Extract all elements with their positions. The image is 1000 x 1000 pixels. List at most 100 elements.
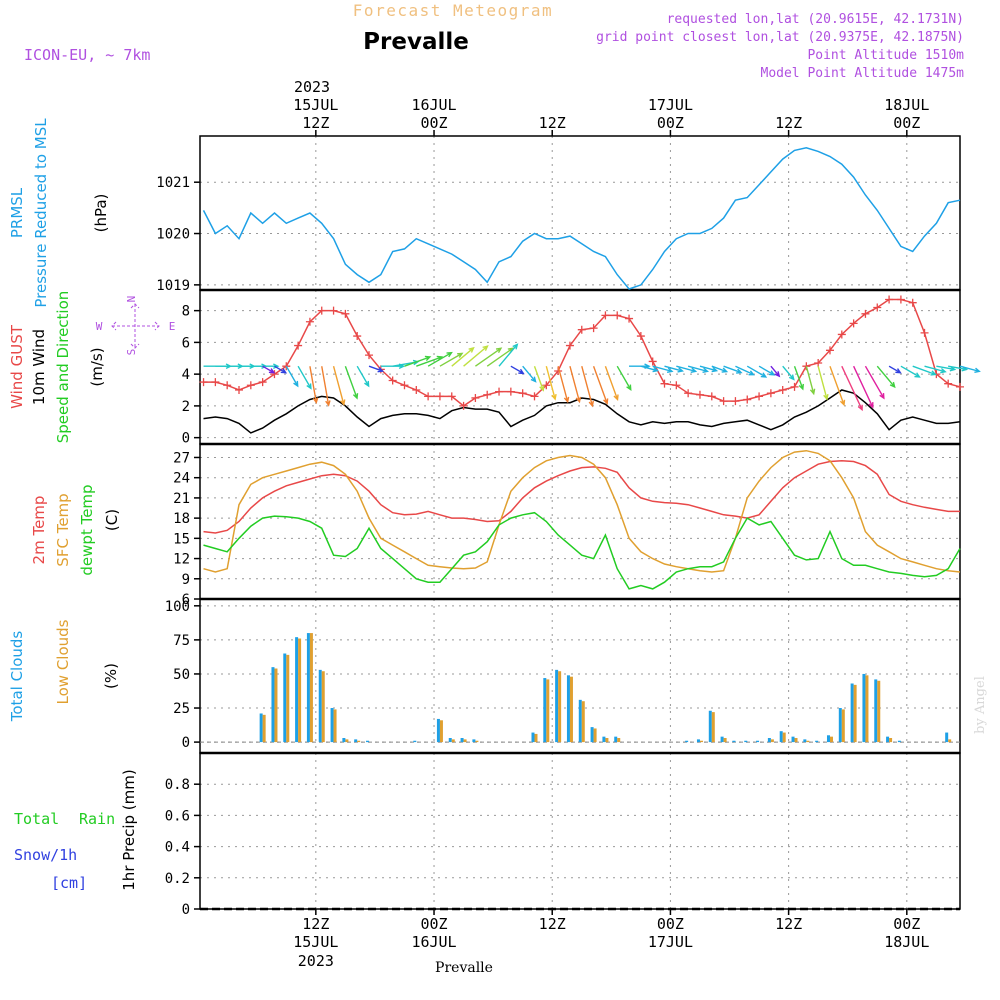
y-tick-label: 0.2 (165, 871, 190, 887)
panel-frame (199, 443, 961, 600)
wind-arrow (664, 365, 685, 373)
gust-marker (956, 382, 964, 391)
compass-arrows (111, 303, 160, 349)
wind-arrow (592, 365, 609, 405)
gust-marker (648, 357, 657, 366)
y-tick-label: 0 (182, 735, 190, 751)
wind-arrow (451, 346, 475, 367)
wind-arrow (900, 365, 921, 378)
wind-arrow (876, 365, 896, 389)
gust-marker (589, 324, 598, 333)
series-line-2m-temp (203, 460, 960, 534)
total-cloud-bar (259, 713, 263, 743)
low-cloud-bar (605, 738, 609, 743)
gust-marker (814, 359, 823, 368)
series-line-sfc-temp (203, 449, 961, 573)
wind-arrow (250, 363, 280, 370)
low-cloud-bar (534, 733, 538, 743)
y-tick-label: 6 (182, 592, 190, 608)
wind-arrow (557, 366, 570, 404)
gust-marker (601, 311, 610, 320)
y-tick-label: 24 (173, 471, 190, 487)
gust-marker (317, 306, 326, 315)
total-cloud-bar (756, 740, 760, 743)
low-cloud-bar (274, 668, 278, 743)
total-cloud-bar (413, 740, 417, 743)
total-cloud-bar (945, 732, 949, 743)
low-cloud-bar (782, 732, 786, 743)
gust-marker (483, 390, 492, 399)
total-cloud-bar (826, 735, 830, 743)
gust-marker (825, 346, 834, 355)
wind-arrow (711, 365, 729, 373)
low-cloud-bar (451, 739, 455, 743)
legend-total: Total (14, 810, 59, 828)
total-cloud-bar (578, 699, 582, 743)
low-cloud-bar (889, 738, 893, 743)
low-cloud-bar (558, 671, 562, 743)
panel-temperature: 6 9 12 15 18 21 24 27 (173, 443, 961, 608)
total-cloud-bar (696, 739, 700, 743)
gust-marker (199, 378, 208, 387)
total-cloud-bar (897, 740, 901, 743)
y-tick-label: 0 (182, 431, 190, 447)
wind-arrow (616, 365, 632, 391)
gust-marker (329, 306, 338, 315)
model-altitude: Model Point Altitude 1475m (761, 66, 965, 81)
y-tick-label: 25 (173, 701, 190, 717)
bottom-hour-label: 12Z (302, 915, 329, 933)
gust-marker (613, 311, 622, 320)
gust-marker (896, 295, 905, 304)
wind-arrow (439, 352, 464, 367)
wind-arrow (959, 365, 981, 374)
gust-marker (766, 389, 775, 398)
wind-arrow (864, 365, 885, 400)
low-cloud-bar (699, 740, 703, 743)
total-cloud-bar (791, 736, 795, 743)
total-cloud-bar (720, 736, 724, 743)
precip-label: 1hr Precip (mm) (120, 769, 138, 890)
gust-marker (530, 392, 539, 401)
gust-marker (270, 370, 279, 379)
total-cloud-bar (472, 739, 476, 743)
bottom-place: Prevalle (435, 960, 493, 976)
gust-marker (944, 379, 953, 388)
gust-marker (636, 332, 645, 341)
total-cloud-bar (767, 738, 771, 743)
total-cloud-bar (366, 740, 370, 743)
model-label: ICON-EU, ~ 7km (24, 46, 150, 64)
total-cloud-bar (614, 736, 618, 743)
bottom-hour-label: 12Z (539, 915, 566, 933)
wind-arrow (758, 365, 776, 376)
gust-marker (660, 379, 669, 388)
bottom-date-label: 17JUL (648, 933, 693, 951)
total-cloud-bar (531, 732, 535, 743)
y-tick-label: 12 (173, 552, 190, 568)
y-tick-label: 0.8 (165, 777, 190, 793)
wind-arrow (274, 365, 288, 374)
top-title: Forecast Meteogram (353, 1, 553, 20)
gust-marker (435, 392, 444, 401)
y-tick-label: 2 (182, 399, 190, 415)
y-tick-label: 50 (173, 667, 190, 683)
top-hour-label: 12Z (775, 114, 802, 132)
series-line-10m-wind (203, 389, 961, 434)
gust-marker (365, 351, 374, 360)
wind-arrow (533, 365, 545, 392)
series-line-dewpt-temp (203, 511, 961, 590)
wind-arrow (569, 366, 582, 404)
panel-precip: 0 0.2 0.4 0.6 0.8 (165, 752, 961, 918)
low-cloud-bar (723, 738, 727, 743)
total-cloud-bar (566, 675, 570, 743)
low-cloud-bar (298, 638, 302, 743)
wind-arrow (640, 365, 660, 373)
wind-arrow (404, 355, 432, 367)
wind-arrow (581, 366, 595, 408)
low-cloud-bar (853, 684, 857, 743)
low-clouds-label: Low Clouds (54, 619, 72, 704)
gust-marker (211, 378, 220, 387)
low-cloud-bar (463, 739, 467, 743)
total-cloud-bar (448, 738, 452, 743)
wind-arrow (332, 366, 346, 407)
y-tick-label: 27 (173, 450, 190, 466)
